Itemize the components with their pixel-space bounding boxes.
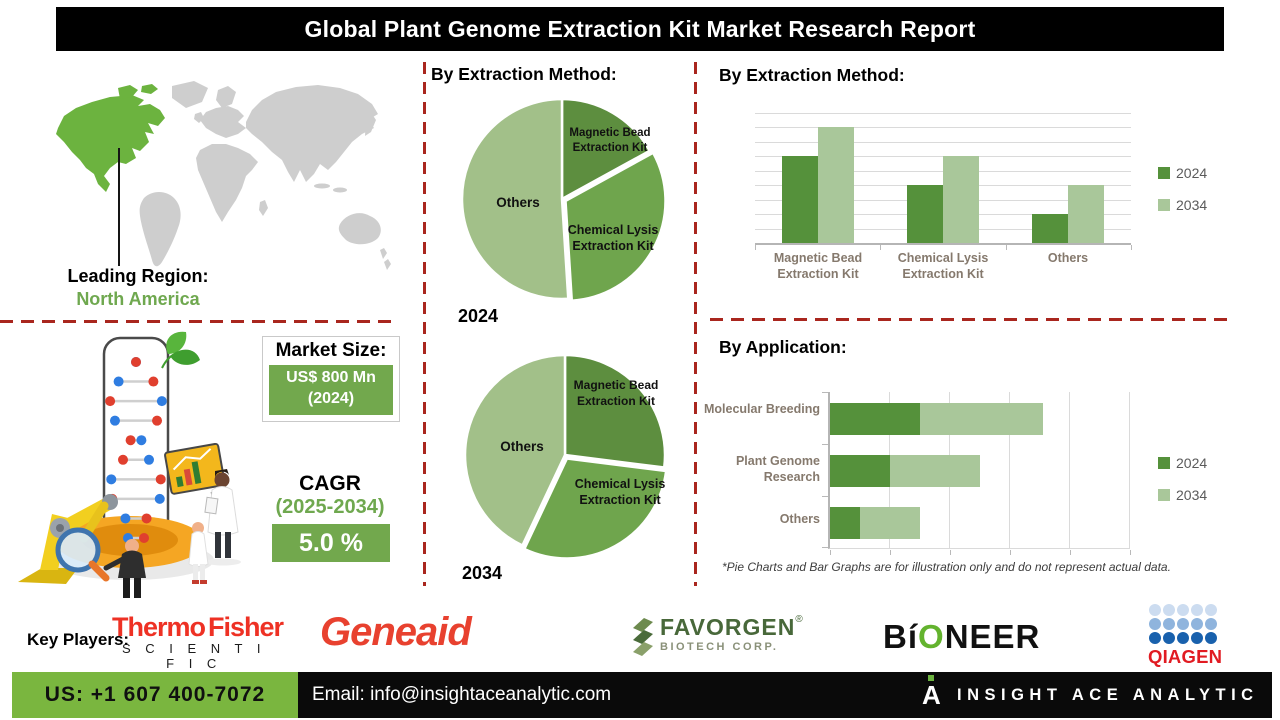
footer-brand: INSIGHT ACE ANALYTIC (957, 686, 1259, 704)
divider-right (710, 318, 1234, 321)
south-america-shape (139, 192, 181, 267)
robot-arm (18, 494, 118, 584)
pie-slice-label: Magnetic Bead Extraction Kit (569, 127, 651, 154)
logo-favorgen: FAVORGEN® BIOTECH CORP. (660, 614, 804, 654)
pie-chart-2034: Magnetic Bead Extraction Kit Chemical Ly… (460, 350, 670, 560)
qiagen-dots-icon (1148, 603, 1224, 645)
page-title: Global Plant Genome Extraction Kit Marke… (56, 7, 1224, 51)
legend-label-2034: 2034 (1176, 197, 1208, 213)
australia-shape (338, 213, 381, 245)
pie-slice-label: Others (496, 195, 540, 210)
market-size-label: Market Size: (275, 340, 387, 361)
chart-board (164, 442, 226, 495)
north-america-shape (56, 95, 165, 192)
legend-swatch-2024 (1158, 167, 1170, 179)
key-players-label: Key Players: (27, 630, 130, 649)
legend-label-2034: 2034 (1176, 487, 1208, 503)
divider-left (0, 320, 397, 323)
greenland-shape (172, 81, 208, 108)
divider-mid-right (694, 62, 697, 586)
legend-swatch-2034 (1158, 199, 1170, 211)
market-size-box: Market Size: US$ 800 Mn (2024) (262, 336, 400, 422)
pie-slice-label: Chemical Lysis Extraction Kit (567, 223, 659, 254)
legend-label-2024: 2024 (1176, 165, 1208, 181)
bar-chart-plot (755, 113, 1132, 250)
footer-phone: US: +1 607 400-7072 (12, 672, 298, 718)
legend-swatch-2024 (1158, 457, 1170, 469)
pie-chart-2024: Magnetic Bead Extraction Kit Chemical Ly… (457, 94, 667, 304)
logo-bioneer: BíONEER (883, 618, 1041, 655)
legend-label-2024: 2024 (1176, 455, 1208, 471)
scientist-figure-2 (204, 469, 241, 566)
world-map (56, 81, 391, 270)
application-section-title: By Application: (719, 337, 847, 357)
application-chart-plot (822, 392, 1131, 555)
footer-bar: Email: info@insightaceanalytic.com A INS… (298, 672, 1272, 718)
leading-region-value: North America (76, 289, 200, 309)
insight-logo-mark: A (922, 680, 941, 710)
scientist-figure-1 (103, 539, 146, 598)
cagr-label: CAGR (299, 472, 361, 495)
asia-shape (246, 85, 378, 182)
insight-logo-dot (928, 675, 934, 681)
pie-slice-label: Chemical Lysis Extraction Kit (574, 477, 666, 508)
lab-illustration (18, 331, 241, 598)
bar-category-label: Others (1047, 251, 1089, 265)
bar-section-title: By Extraction Method: (719, 65, 905, 85)
bar-category-label: Magnetic Bead Extraction Kit (773, 251, 863, 282)
pie-slice-label: Magnetic Bead Extraction Kit (573, 378, 659, 408)
disclaimer-note: *Pie Charts and Bar Graphs are for illus… (722, 560, 1171, 574)
leaf-icon (166, 331, 187, 354)
footer-email: Email: info@insightaceanalytic.com (312, 684, 612, 705)
europe-shape (200, 106, 246, 138)
bar-category-label: Chemical Lysis Extraction Kit (897, 251, 989, 282)
qiagen-wordmark: QIAGEN (1148, 646, 1223, 667)
pie-caption-2034: 2034 (462, 563, 503, 583)
legend-swatch-2034 (1158, 489, 1170, 501)
app-category-label: Plant Genome Research (735, 454, 820, 485)
app-category-label: Molecular Breeding (704, 402, 820, 416)
pie-section-title: By Extraction Method: (431, 64, 617, 84)
region-pointer-line (118, 148, 120, 266)
cagr-value: 5.0 % (272, 524, 390, 562)
logo-thermo-fisher: Thermo Fisher S C I E N T I F I C (112, 612, 284, 672)
favorgen-ribbon-icon (633, 618, 653, 656)
logo-geneaid: Geneaid (320, 610, 472, 654)
cagr-period: (2025-2034) (275, 496, 385, 518)
logo-qiagen: QIAGEN (1148, 603, 1224, 668)
africa-shape (196, 144, 258, 222)
leading-region-label: Leading Region: (67, 266, 209, 286)
pie-caption-2024: 2024 (458, 306, 499, 326)
dna-helix (105, 357, 167, 543)
magnifier-icon (55, 527, 110, 582)
app-category-label: Others (779, 512, 820, 526)
divider-mid-left (423, 62, 426, 586)
market-size-value: US$ 800 Mn (2024) (269, 365, 393, 415)
scientist-figure-3 (188, 522, 209, 584)
pie-slice-label: Others (500, 439, 544, 454)
